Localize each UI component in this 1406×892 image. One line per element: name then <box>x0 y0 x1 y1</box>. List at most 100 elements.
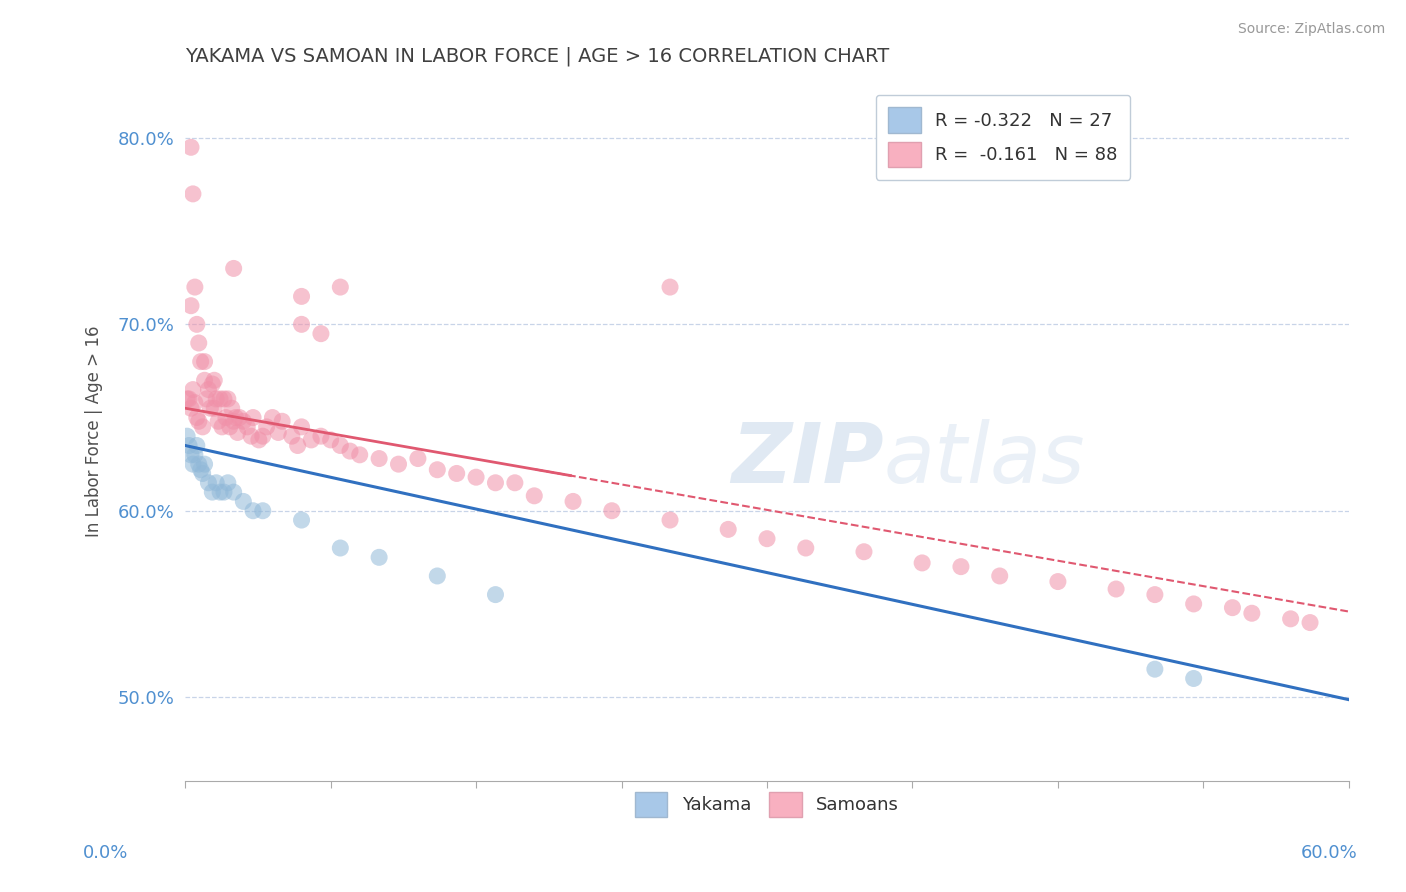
Point <box>1105 582 1128 596</box>
Text: ZIP: ZIP <box>731 419 883 500</box>
Point <box>218 420 240 434</box>
Point <box>191 467 214 481</box>
Point <box>1182 597 1205 611</box>
Point <box>368 550 391 565</box>
Point <box>1046 574 1069 589</box>
Point <box>309 326 332 341</box>
Point <box>201 485 224 500</box>
Point <box>176 429 198 443</box>
Point <box>190 354 212 368</box>
Text: 0.0%: 0.0% <box>83 844 128 862</box>
Y-axis label: In Labor Force | Age > 16: In Labor Force | Age > 16 <box>86 326 103 537</box>
Point <box>256 420 278 434</box>
Point <box>190 463 212 477</box>
Point <box>232 414 254 428</box>
Point <box>186 410 208 425</box>
Point <box>659 280 682 294</box>
Point <box>202 373 225 387</box>
Text: 60.0%: 60.0% <box>1301 844 1357 862</box>
Point <box>290 420 312 434</box>
Text: YAKAMA VS SAMOAN IN LABOR FORCE | AGE > 16 CORRELATION CHART: YAKAMA VS SAMOAN IN LABOR FORCE | AGE > … <box>186 46 890 66</box>
Point <box>195 392 218 406</box>
Point <box>209 485 232 500</box>
Point <box>236 420 259 434</box>
Point <box>207 414 229 428</box>
Point <box>446 467 468 481</box>
Point <box>503 475 526 490</box>
Point <box>717 522 740 536</box>
Point <box>180 299 202 313</box>
Point <box>184 448 207 462</box>
Legend: Yakama, Samoans: Yakama, Samoans <box>627 784 907 824</box>
Point <box>180 448 202 462</box>
Point <box>329 280 352 294</box>
Text: atlas: atlas <box>883 419 1085 500</box>
Point <box>262 410 284 425</box>
Point <box>756 532 779 546</box>
Point <box>228 410 250 425</box>
Point <box>202 401 225 416</box>
Point <box>217 475 239 490</box>
Point <box>193 373 215 387</box>
Point <box>290 318 312 332</box>
Point <box>242 504 264 518</box>
Point <box>252 504 274 518</box>
Point <box>177 438 200 452</box>
Point <box>222 414 245 428</box>
Point <box>222 261 245 276</box>
Point <box>184 395 207 409</box>
Point <box>225 410 247 425</box>
Point <box>197 475 219 490</box>
Point <box>212 392 235 406</box>
Point <box>212 485 235 500</box>
Point <box>484 475 506 490</box>
Point <box>221 401 243 416</box>
Point <box>181 457 204 471</box>
Point <box>184 280 207 294</box>
Point <box>949 559 972 574</box>
Point <box>426 463 449 477</box>
Point <box>232 494 254 508</box>
Point <box>271 414 294 428</box>
Point <box>659 513 682 527</box>
Point <box>329 541 352 555</box>
Point <box>205 475 228 490</box>
Point <box>205 392 228 406</box>
Point <box>290 513 312 527</box>
Point <box>193 354 215 368</box>
Point <box>176 392 198 406</box>
Point <box>1182 672 1205 686</box>
Point <box>181 186 204 201</box>
Point <box>222 485 245 500</box>
Point <box>215 410 238 425</box>
Point <box>309 429 332 443</box>
Point <box>201 376 224 391</box>
Point <box>1240 606 1263 620</box>
Point <box>290 289 312 303</box>
Point <box>200 401 222 416</box>
Point <box>1143 662 1166 676</box>
Point <box>211 420 233 434</box>
Point <box>349 448 371 462</box>
Point <box>1222 600 1244 615</box>
Point <box>406 451 429 466</box>
Point <box>319 433 342 447</box>
Point <box>794 541 817 555</box>
Point <box>226 425 249 440</box>
Point <box>1279 612 1302 626</box>
Point <box>1143 588 1166 602</box>
Point <box>247 433 270 447</box>
Point <box>368 451 391 466</box>
Point <box>299 433 322 447</box>
Point <box>426 569 449 583</box>
Point <box>562 494 585 508</box>
Point <box>267 425 290 440</box>
Point <box>852 545 875 559</box>
Point <box>339 444 361 458</box>
Text: Source: ZipAtlas.com: Source: ZipAtlas.com <box>1237 22 1385 37</box>
Point <box>187 336 209 351</box>
Point <box>329 438 352 452</box>
Point <box>988 569 1011 583</box>
Point <box>197 383 219 397</box>
Point <box>281 429 304 443</box>
